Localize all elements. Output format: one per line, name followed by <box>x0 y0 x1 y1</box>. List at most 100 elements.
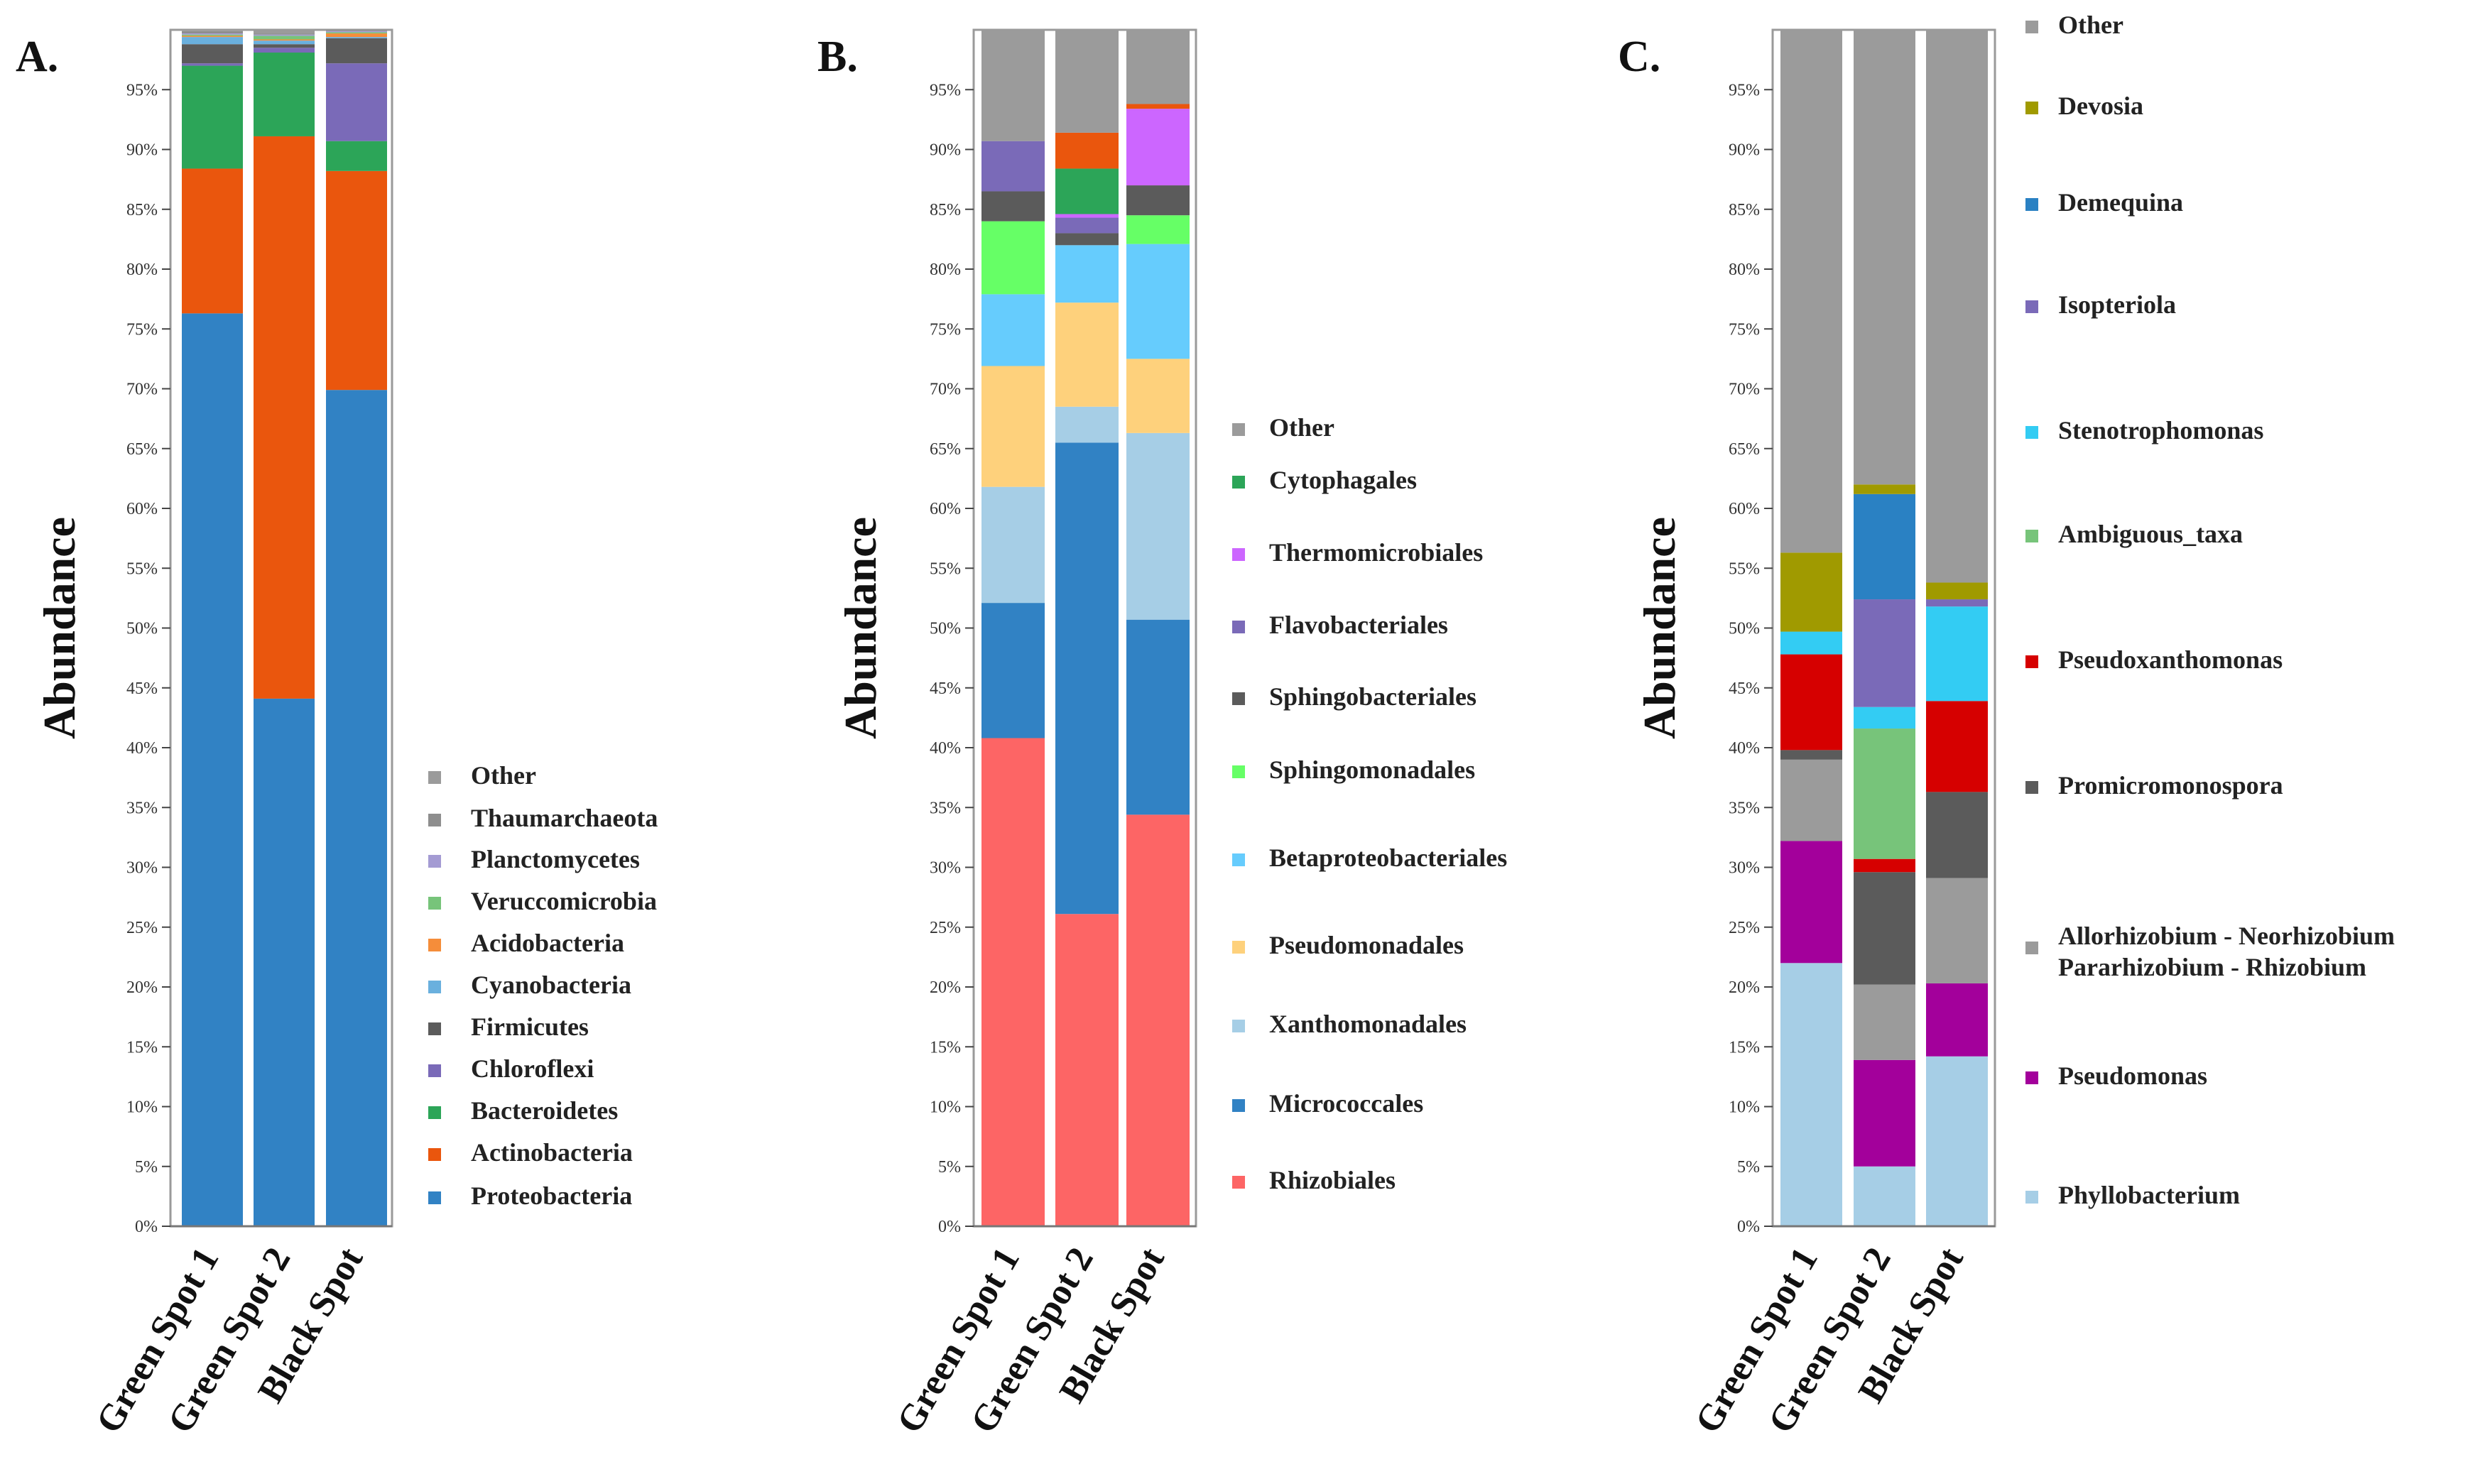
legend-swatch <box>2025 1071 2038 1084</box>
bar-segment-planctomycetes <box>326 31 387 33</box>
bar-segment-phyllobacterium <box>1780 963 1842 1226</box>
bar-segment-pseudomonas <box>1780 841 1842 964</box>
legend-swatch <box>2025 300 2038 313</box>
legend-label: Actinobacteria <box>471 1138 633 1167</box>
legend-swatch <box>1232 765 1245 778</box>
legend-swatch <box>2025 781 2038 794</box>
legend-label: Sphingomonadales <box>1269 755 1475 784</box>
y-tick-label: 10% <box>1729 1098 1760 1117</box>
bar-segment-thaumarchaeota <box>254 33 315 35</box>
legend-swatch <box>1232 1099 1245 1112</box>
bar-segment-sphingobacteriales <box>981 191 1045 222</box>
legend-swatch <box>2025 426 2038 439</box>
legend-label: Pseudomonas <box>2058 1062 2207 1090</box>
legend-swatch <box>428 855 441 868</box>
bar-segment-sphingobacteriales <box>1055 233 1119 246</box>
bar-segment-thermomicrobiales <box>1126 109 1190 186</box>
bar-segment-actinobacteria <box>254 136 315 699</box>
y-axis-title: Abundance <box>1634 517 1685 739</box>
bar-segment-pseudoxanthomonas <box>1854 858 1915 873</box>
bar-segment-acidobacteria <box>254 39 315 41</box>
bar-segment-proteobacteria <box>326 390 387 1226</box>
bar-segment-other <box>1126 30 1190 104</box>
legend-swatch <box>428 1064 441 1077</box>
bar-segment-allorhizobium-neorhizobium-pararhizobium-rhizobium <box>1780 759 1842 841</box>
bar-segment-chloroflexi <box>182 63 243 66</box>
bar-segment-betaproteobacteriales <box>1055 245 1119 303</box>
legend-swatch <box>1232 423 1245 436</box>
legend-swatch <box>428 981 441 993</box>
bar-segment-flavobacteriales <box>1055 217 1119 234</box>
legend-label: Firmicutes <box>471 1013 589 1041</box>
bar-segment-isopteriola <box>1926 599 1988 607</box>
legend-label: Other <box>1269 413 1334 442</box>
legend-swatch <box>1232 1020 1245 1032</box>
y-tick-label: 80% <box>126 261 158 279</box>
legend-swatch <box>2025 198 2038 211</box>
y-tick-label: 70% <box>930 381 961 399</box>
y-tick-label: 5% <box>1737 1158 1760 1177</box>
y-tick-label: 15% <box>126 1038 158 1057</box>
bar-segment-planctomycetes <box>182 33 243 35</box>
y-tick-label: 90% <box>930 141 961 160</box>
bar-segment-veruccomicrobia <box>254 36 315 40</box>
y-tick-label: 75% <box>930 320 961 339</box>
bar-segment-devosia <box>1854 484 1915 494</box>
panel-label: C. <box>1618 33 1660 81</box>
legend-swatch <box>2025 942 2038 954</box>
legend-label: Flavobacteriales <box>1269 611 1448 639</box>
legend-label: Pseudomonadales <box>1269 931 1464 959</box>
legend-label: Devosia <box>2058 92 2143 120</box>
y-tick-label: 50% <box>1729 620 1760 638</box>
legend-label: Stenotrophomonas <box>2058 416 2263 444</box>
bar-segment--unlisted-orange-segment- <box>1055 132 1119 169</box>
bar-segment-other <box>1854 30 1915 485</box>
bar-segment-other <box>254 30 315 34</box>
y-tick-label: 35% <box>1729 799 1760 817</box>
y-tick-label: 5% <box>135 1158 158 1177</box>
y-tick-label: 95% <box>1729 81 1760 99</box>
y-tick-label: 15% <box>930 1038 961 1057</box>
bar-segment-flavobacteriales <box>981 141 1045 192</box>
bar-segment-micrococcales <box>981 603 1045 738</box>
y-tick-label: 5% <box>938 1158 961 1177</box>
bar-segment-allorhizobium-neorhizobium-pararhizobium-rhizobium <box>1854 984 1915 1060</box>
bar-segment-cyanobacteria <box>182 37 243 45</box>
legend-swatch <box>2025 102 2038 114</box>
y-tick-label: 10% <box>126 1098 158 1117</box>
legend-label: Pseudoxanthomonas <box>2058 645 2283 674</box>
legend-swatch <box>428 1148 441 1161</box>
bar-segment-other <box>981 30 1045 141</box>
y-tick-label: 30% <box>126 859 158 878</box>
y-tick-label: 85% <box>126 201 158 219</box>
y-tick-label: 45% <box>1729 680 1760 698</box>
legend-swatch <box>2025 530 2038 542</box>
bar-segment-stenotrophomonas <box>1926 606 1988 702</box>
bar-segment-pseudomonas <box>1926 983 1988 1057</box>
y-tick-label: 55% <box>930 560 961 578</box>
bar-segment-pseudomonadales <box>1126 359 1190 433</box>
legend-swatch <box>1232 476 1245 489</box>
legend-swatch <box>2025 1191 2038 1204</box>
bar-segment-actinobacteria <box>326 170 387 391</box>
legend-label: Thaumarchaeota <box>471 804 658 832</box>
y-tick-label: 80% <box>930 261 961 279</box>
bar-segment-micrococcales <box>1126 619 1190 815</box>
bar-segment-other <box>182 30 243 31</box>
legend-swatch <box>1232 1176 1245 1189</box>
bar-segment-thermomicrobiales <box>1055 214 1119 218</box>
bar-segment-sphingomonadales <box>1126 215 1190 244</box>
y-tick-label: 55% <box>126 560 158 578</box>
y-tick-label: 10% <box>930 1098 961 1117</box>
y-tick-label: 20% <box>930 978 961 997</box>
y-tick-label: 50% <box>930 620 961 638</box>
y-tick-label: 0% <box>938 1218 961 1236</box>
bar-segment-rhizobiales <box>1126 814 1190 1226</box>
bar-segment-ambiguous-taxa <box>1854 729 1915 859</box>
y-tick-label: 30% <box>930 859 961 878</box>
legend-swatch <box>428 1191 441 1204</box>
legend-label: Chloroflexi <box>471 1054 594 1083</box>
y-tick-label: 25% <box>1729 919 1760 937</box>
legend-swatch <box>1232 853 1245 866</box>
